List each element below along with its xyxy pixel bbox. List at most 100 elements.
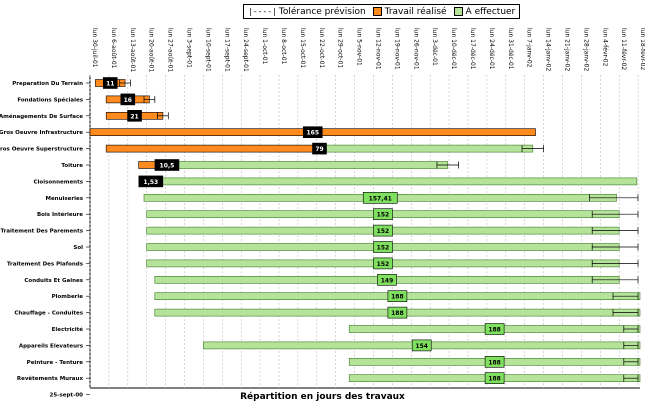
x-tick-label: lun 10-sept-01 [204, 28, 211, 72]
value-label: 165 [306, 130, 319, 137]
value-badge [154, 159, 180, 171]
x-tick-label: lun 8-oct-01 [280, 28, 287, 65]
x-tick-label: lun 3-déc-01 [431, 28, 438, 66]
value-badge [484, 372, 505, 385]
task-label: Traitement Des Parements [0, 229, 83, 235]
x-tick-labels: lun 30-juil-01 lun 6-août-01 lun 13-août-0… [91, 28, 645, 72]
value-badge [387, 306, 408, 319]
value-label: 154 [415, 343, 428, 350]
x-tick-label: lun 29-oct-01 [337, 28, 344, 68]
task-label: Menuiseries [45, 196, 83, 202]
task-label: Sol [73, 245, 83, 251]
todo-bar [319, 144, 534, 153]
x-tick-label: lun 20-août-01 [148, 28, 155, 72]
task-label: Gros Oeuvre Superstructure [0, 147, 83, 153]
task-label: Preparation Du Terrain [12, 81, 83, 87]
value-badge [373, 241, 393, 253]
legend-done: Travail réalisé [372, 6, 447, 17]
x-tick-label: lun 30-juil-01 [91, 28, 98, 68]
value-label: 16 [124, 97, 132, 104]
task-label: Cloisonnements [34, 179, 84, 185]
x-tick-label: lun 5-nov-01 [356, 28, 363, 66]
x-tick-label: lun 27-août-01 [167, 28, 174, 72]
x-axis-title: Répartition en jours des travaux [240, 392, 405, 402]
value-label: 157,41 [369, 195, 392, 202]
legend-todo-label: A effectuer [465, 6, 516, 17]
value-badge [102, 77, 118, 89]
task-label: Aménagements De Surface [0, 113, 83, 120]
tolerance-marker: |----| [248, 7, 277, 16]
legend-done-label: Travail réalisé [384, 6, 447, 17]
task-label: Conduits Et Gaines [24, 278, 83, 284]
x-tick-label: lun 6-août-01 [110, 28, 117, 69]
x-tick-label: lun 21-janv-02 [564, 28, 571, 71]
value-label: 152 [377, 212, 390, 219]
x-tick-label: lun 19-nov-01 [393, 28, 400, 70]
value-badge [387, 290, 408, 303]
task-bars: 11 16 21 165 79 10,5 1,53 157,41 152 152 152 152 149… [89, 77, 641, 385]
x-tick-label: lun 12-nov-01 [375, 28, 382, 70]
task-label: Traitement Des Plafonds [7, 261, 84, 267]
chart-legend: |----| Tolérance prévision Travail réali… [243, 4, 521, 19]
value-badge [484, 355, 505, 368]
x-tick-label: lun 4-févr-02 [601, 28, 608, 67]
task-label: Chauffage - Conduites [14, 311, 83, 317]
value-label: 152 [377, 245, 390, 252]
value-badge [411, 339, 432, 352]
y-task-labels: Preparation Du Terrain Fondations Spécial… [0, 81, 90, 399]
value-label: 188 [488, 376, 501, 383]
value-label: 21 [130, 113, 138, 120]
value-label: 79 [315, 146, 323, 153]
x-tick-label: lun 22-oct-01 [318, 28, 325, 68]
value-badge [362, 192, 398, 204]
task-label: 25-sept-00 [50, 393, 84, 399]
x-tick-label: lun 17-sept-01 [223, 28, 230, 72]
legend-todo: A effectuer [453, 6, 516, 17]
value-label: 188 [391, 310, 404, 317]
legend-tolerance: |----| Tolérance prévision [248, 7, 366, 17]
value-badge [377, 273, 397, 286]
x-tick-label: lun 14-janv-02 [545, 28, 552, 71]
x-tick-label: lun 18-févr-02 [639, 28, 645, 70]
value-label: 11 [106, 81, 114, 88]
x-tick-label: lun 1-oct-01 [261, 28, 268, 65]
task-label: Gros Oeuvre Infrastructure [0, 130, 83, 136]
x-tick-label: lun 17-déc-01 [469, 28, 476, 70]
todo-bar [166, 161, 449, 169]
task-label: Appareils Elevateurs [19, 343, 84, 349]
todo-swatch [453, 7, 463, 16]
task-label: Electricité [52, 326, 84, 333]
x-tick-label: lun 7-janv-02 [526, 28, 533, 68]
value-badge [138, 175, 164, 188]
value-badge [373, 224, 393, 237]
x-tick-label: lun 26-nov-01 [412, 28, 419, 70]
x-tick-label: lun 24-sept-01 [242, 28, 249, 72]
value-label: 188 [391, 294, 404, 301]
task-label: Peinture - Tenture [27, 360, 84, 366]
done-bar [105, 144, 320, 153]
x-tick-label: lun 28-janv-02 [582, 28, 589, 71]
value-label: 188 [488, 359, 501, 366]
task-label: Fondations Spéciales [17, 96, 83, 103]
x-tick-label: lun 15-oct-01 [299, 28, 306, 68]
legend-tolerance-label: Tolérance prévision [278, 6, 366, 17]
value-badge [373, 257, 393, 270]
task-label: Toiture [61, 163, 83, 169]
task-label: Plomberie [52, 294, 84, 300]
value-label: 152 [377, 228, 390, 235]
value-badge [373, 208, 393, 220]
value-badge [127, 110, 142, 122]
value-label: 149 [381, 277, 394, 284]
value-badge [484, 323, 505, 335]
value-label: 152 [377, 261, 390, 268]
value-badge [312, 142, 327, 155]
todo-bar [150, 177, 638, 186]
value-label: 1,53 [143, 179, 158, 186]
x-tick-label: lun 10-déc-01 [450, 28, 457, 70]
value-label: 188 [488, 327, 501, 334]
value-badge [120, 93, 136, 106]
x-tick-label: lun 13-août-01 [129, 28, 136, 72]
value-badge [302, 126, 323, 138]
task-label: Revêtements Muraux [17, 375, 84, 382]
x-tick-label: lun 3-sept-01 [186, 28, 193, 68]
